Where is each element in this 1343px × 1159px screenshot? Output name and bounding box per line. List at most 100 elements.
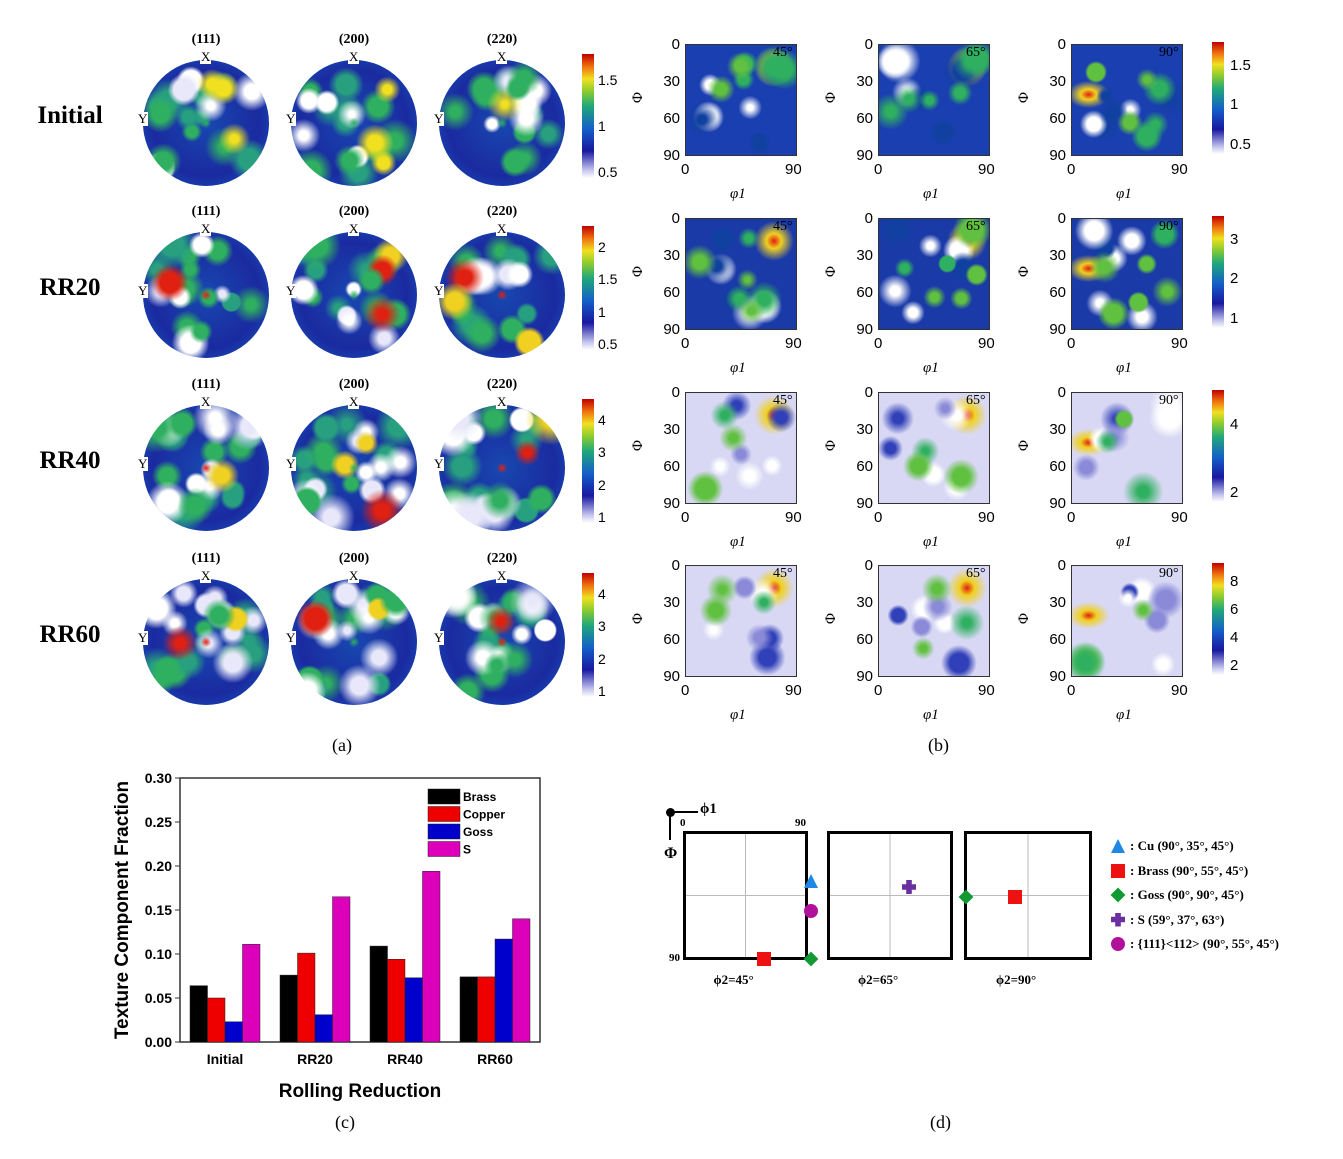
axis-x-label: X: [348, 568, 360, 583]
x-tick: 0: [874, 682, 883, 699]
odf-section: [878, 392, 990, 504]
y-tick-label: 0.05: [145, 990, 172, 1006]
x-axis-label: φ1: [1116, 534, 1132, 550]
legend-swatch-brass: [427, 788, 461, 805]
axis-y-label: Y: [285, 283, 297, 298]
colorbar-tick: 2: [1230, 270, 1239, 288]
phi1-arrow-icon: [670, 811, 698, 813]
x-tick: 0: [874, 335, 883, 352]
pole-figure-220: [439, 405, 565, 531]
x-axis-label: φ1: [1116, 707, 1132, 723]
axis-x-label: X: [348, 394, 360, 409]
y-tick: 60: [1049, 458, 1066, 475]
y-axis-label: Φ: [822, 266, 839, 277]
x-tick: 90: [1171, 335, 1188, 352]
legend-label: : {111}<112> (90°, 55°, 45°): [1130, 936, 1279, 951]
x-tick-label: RR60: [477, 1051, 513, 1067]
axis-x-label: X: [200, 394, 212, 409]
section-label: ϕ2=65°: [858, 972, 899, 987]
y-tick: 90: [1049, 147, 1066, 164]
x-tick: 0: [1067, 509, 1076, 526]
bar-goss-rr60: [494, 938, 513, 1043]
odf-section-angle: 90°: [1159, 566, 1179, 581]
pole-figure-220: [439, 60, 565, 186]
y-tick: 90: [663, 668, 680, 685]
odf-section-angle: 45°: [773, 219, 793, 234]
colorbar-tick: 1.5: [598, 271, 618, 288]
y-axis-label: Φ: [1015, 613, 1032, 624]
odf-section: [1071, 392, 1183, 504]
legend-label: Copper: [463, 808, 505, 822]
y-tick: 90: [1049, 321, 1066, 338]
colorbar-tick: 4: [1230, 629, 1239, 647]
axis-y-label: Y: [285, 630, 297, 645]
colorbar-tick: 1: [598, 303, 606, 320]
x-axis-label: φ1: [730, 534, 746, 550]
colorbar-tick: 2: [598, 650, 606, 667]
y-tick: 0: [864, 557, 873, 574]
y-axis-title: Texture Component Fraction: [112, 781, 133, 1039]
odf-section-angle: 90°: [1159, 45, 1179, 60]
odf-section: [685, 392, 797, 504]
y-tick: 30: [663, 73, 680, 90]
y-tick: 60: [856, 631, 873, 648]
y-axis-label: Φ: [822, 440, 839, 451]
x-tick: 90: [1171, 509, 1188, 526]
legend-circle-icon: [1111, 937, 1125, 951]
axis-x-label: X: [200, 568, 212, 583]
x-tick: 90: [1171, 682, 1188, 699]
y-tick: 30: [663, 421, 680, 438]
tick-90-left: 90: [669, 952, 680, 964]
odf-section: [685, 44, 797, 156]
colorbar-tick: 1: [1230, 310, 1239, 327]
y-tick: 30: [856, 73, 873, 90]
axis-y-label: Y: [433, 283, 445, 298]
bar-brass-rr40: [369, 945, 388, 1043]
odf-section-box: [827, 831, 953, 960]
tick-0: 0: [680, 817, 686, 829]
odf-section: [1071, 218, 1183, 330]
legend-label: : Goss (90°, 90°, 45°): [1130, 887, 1244, 902]
colorbar: [1212, 216, 1224, 328]
caption-c: (c): [335, 1112, 355, 1132]
x-tick-label: Initial: [207, 1051, 244, 1067]
axis-y-label: Y: [137, 283, 149, 298]
y-tick: 60: [1049, 631, 1066, 648]
y-tick: 0: [864, 210, 873, 227]
x-axis-label: φ1: [730, 360, 746, 376]
axis-x-label: X: [496, 49, 508, 64]
pole-figure-title: (220): [486, 377, 518, 392]
bar-goss-initial: [224, 1021, 243, 1043]
legend-diamond-icon: [1110, 887, 1126, 903]
x-axis-label: φ1: [923, 707, 939, 723]
pole-figure-200: [291, 232, 417, 358]
x-tick: 90: [1171, 161, 1188, 178]
tick-90-top: 90: [795, 817, 806, 829]
y-axis-label: Φ: [629, 266, 646, 277]
x-axis-label: φ1: [1116, 360, 1132, 376]
y-tick: 90: [856, 147, 873, 164]
y-tick: 30: [856, 247, 873, 264]
row-label-initial: Initial: [37, 102, 103, 129]
y-tick: 60: [663, 284, 680, 301]
colorbar-tick: 3: [1230, 230, 1239, 248]
odf-section-angle: 45°: [773, 45, 793, 60]
odf-section: [878, 565, 990, 677]
pole-figure-111: [143, 60, 269, 186]
pole-figure-111: [143, 232, 269, 358]
x-axis-label: φ1: [923, 186, 939, 202]
legend-label: : S (59°, 37°, 63°): [1130, 911, 1225, 927]
x-tick-label: RR20: [297, 1051, 333, 1067]
y-tick-label: 0.30: [145, 770, 172, 786]
y-tick: 30: [856, 421, 873, 438]
colorbar-tick: 0.5: [598, 336, 618, 352]
x-tick-label: RR40: [387, 1051, 423, 1067]
x-tick: 0: [681, 335, 690, 352]
pole-figure-title: (111): [191, 377, 221, 392]
y-tick: 90: [856, 495, 873, 512]
111-112-marker-icon: [804, 904, 818, 918]
x-tick: 90: [978, 335, 995, 352]
x-tick: 0: [1067, 682, 1076, 699]
y-axis-label: Φ: [629, 440, 646, 451]
y-axis-label: Φ: [629, 613, 646, 624]
